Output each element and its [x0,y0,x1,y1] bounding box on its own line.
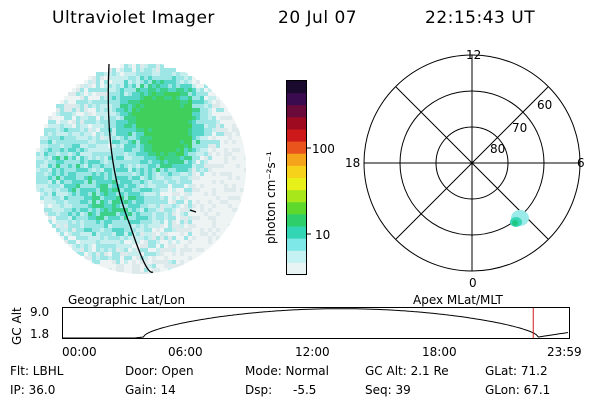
door-info: Door: Open [125,364,194,378]
alt-ytick-1-8: 1.8 [30,327,50,341]
ip-info: IP: 36.0 [10,383,56,397]
alt-xtick-1800: 18:00 [422,345,457,359]
instrument-title: Ultraviolet Imager [52,8,215,28]
mode-info: Mode: Normal [245,364,329,378]
colorbar-tick-100: 100 [312,142,335,156]
glon-info: GLon: 67.1 [485,383,551,397]
alt-xtick-0000: 00:00 [62,345,97,359]
altitude-plot [62,307,570,339]
right-panel-label: Apex MLat/MLT [413,293,503,307]
terminator-line [107,63,154,273]
alt-ytick-9: 9.0 [30,305,50,319]
gain-info: Gain: 14 [125,383,176,397]
mlt-label-6: 6 [577,156,585,170]
glat-info: GLat: 71.2 [485,364,548,378]
dsp-value: -5.5 [293,383,317,397]
auroral-spot [510,210,529,227]
date-label: 20 Jul 07 [278,8,358,28]
colorbar-unit: photon cm⁻²s⁻¹ [264,151,278,244]
geographic-auroral-image [36,63,246,274]
time-label: 22:15:43 UT [425,8,536,28]
seq-info: Seq: 39 [365,383,411,397]
mlat-label-70: 70 [512,121,528,135]
mlt-label-12: 12 [466,48,482,62]
mlat-label-80: 80 [490,142,506,156]
alt-xtick-2359: 23:59 [547,345,582,359]
alt-plot-ylabel: GC Alt [10,307,24,345]
mlt-label-18: 18 [345,156,361,170]
colorbar-tick-10: 10 [315,228,331,242]
filter-info: Flt: LBHL [10,364,64,378]
dsp-label: Dsp: [245,383,273,397]
mlt-label-0: 0 [469,276,477,290]
alt-xtick-1200: 12:00 [295,345,330,359]
left-panel-label: Geographic Lat/Lon [68,293,186,307]
gc-alt-info: GC Alt: 2.1 Re [365,364,449,378]
colorbar [286,80,311,276]
alt-xtick-0600: 06:00 [168,345,203,359]
mlat-label-60: 60 [537,98,553,112]
polar-mlat-mlt-plot [363,54,581,272]
station-mark [189,209,197,213]
